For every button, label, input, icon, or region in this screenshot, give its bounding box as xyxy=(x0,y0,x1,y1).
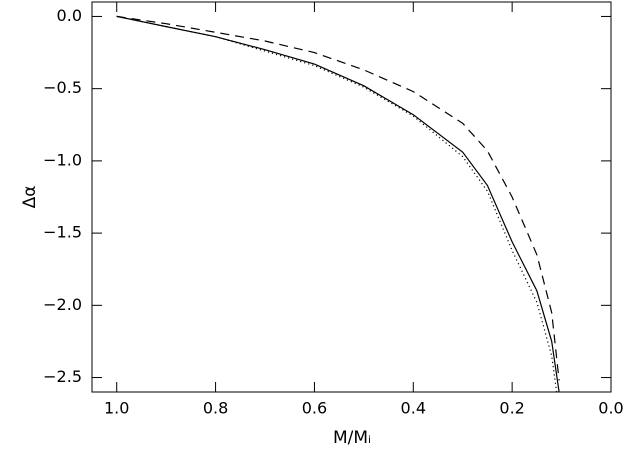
y-axis-label: Δα xyxy=(20,186,40,209)
line-series xyxy=(116,15,558,393)
y-tick-label: −1.0 xyxy=(43,150,82,169)
y-tick-label: −2.0 xyxy=(43,295,82,314)
x-tick-label: 0.6 xyxy=(302,399,327,418)
y-tick-label: 0.0 xyxy=(57,6,82,25)
x-tick-label: 0.4 xyxy=(401,399,426,418)
x-tick-label: 0.2 xyxy=(499,399,524,418)
x-tick-label: 1.0 xyxy=(104,399,129,418)
line-series xyxy=(116,15,560,393)
x-tick-label: 0.0 xyxy=(598,399,623,418)
y-tick-label: −2.5 xyxy=(43,367,82,386)
y-tick-label: −0.5 xyxy=(43,78,82,97)
y-tick-label: −1.5 xyxy=(43,223,82,242)
line-series xyxy=(116,15,560,381)
x-tick-label: 0.8 xyxy=(203,399,228,418)
x-axis-label: M/Mᵢ xyxy=(333,428,371,448)
plot-frame xyxy=(91,1,612,393)
